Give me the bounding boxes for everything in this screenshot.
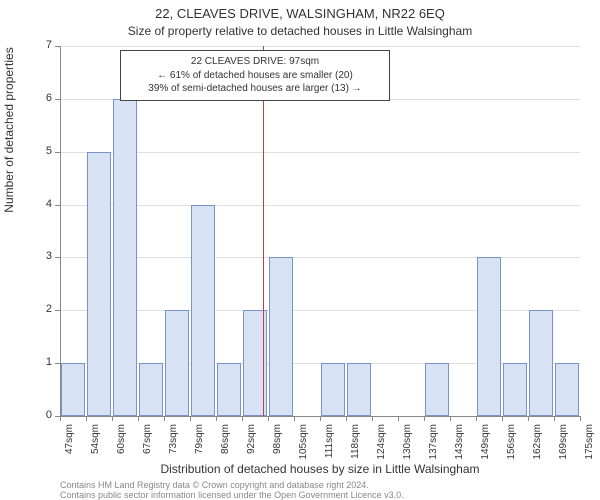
x-tick-mark [424, 416, 425, 421]
x-tick-mark [294, 416, 295, 421]
x-tick-mark [528, 416, 529, 421]
grid-line [60, 152, 580, 153]
grid-line [60, 310, 580, 311]
histogram-bar [425, 363, 448, 416]
histogram-bar [529, 310, 552, 416]
x-tick-label: 175sqm [584, 424, 595, 484]
x-tick-mark [554, 416, 555, 421]
callout-line: 22 CLEAVES DRIVE: 97sqm [127, 55, 383, 69]
histogram-bar [87, 152, 110, 416]
x-tick-mark [138, 416, 139, 421]
x-tick-mark [60, 416, 61, 421]
plot-area: 0123456747sqm54sqm60sqm67sqm73sqm79sqm86… [60, 46, 580, 416]
reference-line [263, 46, 264, 416]
histogram-bar [321, 363, 344, 416]
x-tick-mark [476, 416, 477, 421]
grid-line [60, 257, 580, 258]
x-tick-mark [86, 416, 87, 421]
chart-container: 22, CLEAVES DRIVE, WALSINGHAM, NR22 6EQ … [0, 0, 600, 500]
histogram-bar [477, 257, 500, 416]
callout-line: ← 61% of detached houses are smaller (20… [127, 69, 383, 83]
histogram-bar [555, 363, 578, 416]
histogram-bar [165, 310, 188, 416]
grid-line [60, 363, 580, 364]
x-tick-mark [216, 416, 217, 421]
footnote-1: Contains HM Land Registry data © Crown c… [60, 480, 580, 490]
histogram-bar [191, 205, 214, 416]
x-tick-mark [450, 416, 451, 421]
y-tick-label: 6 [12, 92, 52, 104]
callout-box: 22 CLEAVES DRIVE: 97sqm← 61% of detached… [120, 50, 390, 101]
histogram-bar [61, 363, 84, 416]
y-tick-label: 5 [12, 145, 52, 157]
y-tick-label: 2 [12, 303, 52, 315]
x-tick-mark [372, 416, 373, 421]
x-tick-mark [502, 416, 503, 421]
x-tick-mark [580, 416, 581, 421]
grid-line [60, 46, 580, 47]
histogram-bar [269, 257, 292, 416]
x-tick-mark [164, 416, 165, 421]
footnote-2: Contains public sector information licen… [60, 490, 580, 500]
y-tick-label: 1 [12, 356, 52, 368]
y-axis-line [60, 46, 61, 416]
x-tick-mark [242, 416, 243, 421]
y-tick-label: 3 [12, 250, 52, 262]
y-tick-label: 4 [12, 198, 52, 210]
y-tick-label: 7 [12, 39, 52, 51]
histogram-bar [503, 363, 526, 416]
x-tick-mark [190, 416, 191, 421]
histogram-bar [347, 363, 370, 416]
x-axis-label: Distribution of detached houses by size … [60, 462, 580, 476]
x-tick-mark [320, 416, 321, 421]
x-tick-mark [112, 416, 113, 421]
y-tick-label: 0 [12, 409, 52, 421]
callout-line: 39% of semi-detached houses are larger (… [127, 82, 383, 96]
histogram-bar [217, 363, 240, 416]
x-tick-mark [268, 416, 269, 421]
x-tick-mark [398, 416, 399, 421]
x-tick-mark [346, 416, 347, 421]
histogram-bar [113, 99, 136, 416]
chart-title-sub: Size of property relative to detached ho… [0, 24, 600, 38]
histogram-bar [139, 363, 162, 416]
chart-title-main: 22, CLEAVES DRIVE, WALSINGHAM, NR22 6EQ [0, 6, 600, 21]
grid-line [60, 205, 580, 206]
